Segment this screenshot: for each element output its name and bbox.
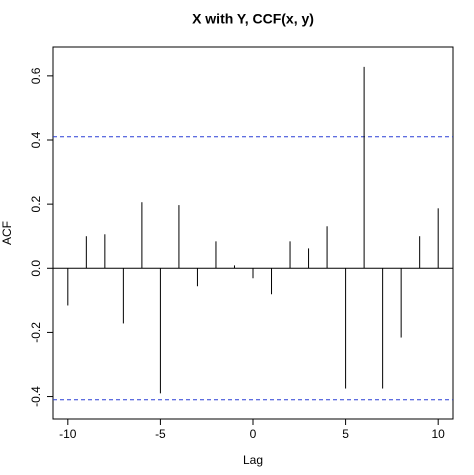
y-tick-label: 0.6 — [29, 67, 43, 84]
y-tick-label: 0.0 — [29, 260, 43, 277]
y-tick-label: -0.4 — [29, 386, 43, 407]
x-tick-label: -5 — [155, 427, 166, 441]
y-tick-label: -0.2 — [29, 322, 43, 343]
x-tick-label: -10 — [59, 427, 77, 441]
y-axis-label: ACF — [0, 221, 14, 245]
chart-title: X with Y, CCF(x, y) — [192, 11, 314, 27]
y-tick-label: 0.2 — [29, 195, 43, 212]
y-tick-label: 0.4 — [29, 131, 43, 148]
x-tick-label: 10 — [432, 427, 446, 441]
plot-frame — [52, 46, 454, 420]
x-axis-label: Lag — [243, 453, 263, 467]
x-tick-label: 5 — [342, 427, 349, 441]
x-tick-label: 0 — [250, 427, 257, 441]
